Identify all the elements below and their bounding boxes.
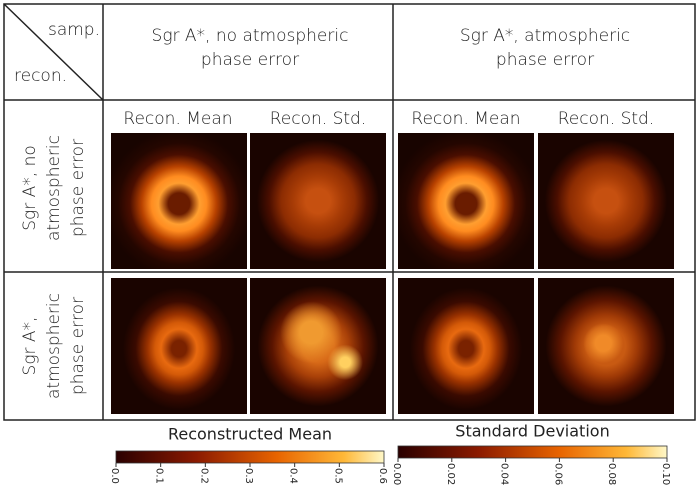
tick-label: 0.6 xyxy=(377,468,388,484)
subcolumn-header: Recon. Std. xyxy=(536,107,676,131)
subcolumn-header: Recon. Mean xyxy=(108,107,248,131)
corner-top: samp. xyxy=(40,18,100,42)
row-header: Sgr A*, atmospheric phase error xyxy=(18,278,90,414)
subcolumn-header: Recon. Mean xyxy=(396,107,536,131)
image xyxy=(538,278,674,414)
image xyxy=(398,133,534,269)
tick-label: 0.4 xyxy=(288,468,299,484)
tick-label: 0.00 xyxy=(391,463,402,485)
colorbar-title: Reconstructed Mean xyxy=(168,425,332,444)
subcolumn-header: Recon. Std. xyxy=(248,107,388,131)
colorbar-title: Standard Deviation xyxy=(455,422,609,441)
tick-label: 0.02 xyxy=(445,463,456,485)
tick-label: 0.06 xyxy=(552,463,563,485)
colorbar xyxy=(398,446,667,458)
tick-label: 0.08 xyxy=(606,463,617,485)
image xyxy=(250,278,386,414)
tick-label: 0.04 xyxy=(499,463,510,485)
row-header: Sgr A*, no atmospheric phase error xyxy=(18,108,90,268)
figure: samp. recon. Sgr A*, no atmospheric phas… xyxy=(0,0,699,498)
image xyxy=(398,278,534,414)
tick-label: 0.3 xyxy=(243,468,254,484)
column-header: Sgr A*, no atmospheric phase error xyxy=(150,24,350,72)
tick-label: 0.10 xyxy=(660,463,671,485)
image xyxy=(538,133,674,269)
colorbar xyxy=(116,451,384,463)
image xyxy=(250,133,386,269)
image xyxy=(111,278,247,414)
corner-bottom: recon. xyxy=(14,64,74,88)
tick-label: 0.1 xyxy=(154,468,165,484)
column-header: Sgr A*, atmospheric phase error xyxy=(440,24,650,72)
image xyxy=(111,133,247,269)
tick-label: 0.5 xyxy=(332,468,343,484)
colorbars: Reconstructed Mean 0.0 0.1 0.2 0.3 0.4 0.5 0.6 S… xyxy=(0,420,699,498)
tick-label: 0.0 xyxy=(109,468,120,484)
tick-label: 0.2 xyxy=(198,468,209,484)
